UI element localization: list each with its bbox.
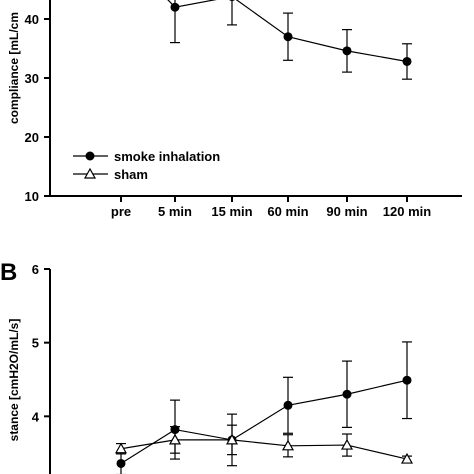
data-point-smoke — [229, 0, 235, 2]
panel-b-label: B — [0, 259, 17, 286]
series-line — [120, 439, 408, 460]
data-point-sham — [340, 438, 354, 450]
data-point-smoke — [342, 389, 352, 399]
data-point-smoke — [342, 46, 352, 56]
x-tick-label: 5 min — [158, 204, 192, 219]
data-point-smoke — [170, 2, 180, 12]
y-axis-label: compliance [mL/cm — [7, 12, 21, 124]
data-point-sham — [400, 452, 414, 464]
data-point-smoke — [283, 400, 293, 410]
legend-label: sham — [114, 167, 148, 182]
x-tick-label: 120 min — [383, 204, 431, 219]
data-point-smoke — [283, 32, 293, 42]
y-tick-label: 6 — [32, 262, 39, 277]
data-point-smoke — [402, 56, 412, 66]
legend-label: smoke inhalation — [114, 149, 220, 164]
y-tick-label: 20 — [25, 130, 39, 145]
data-point-sham — [281, 439, 295, 451]
x-tick-label: 60 min — [267, 204, 308, 219]
legend-marker — [83, 167, 97, 179]
y-tick-label: 5 — [32, 336, 39, 351]
y-tick-label: 10 — [25, 189, 39, 204]
x-tick-label: 90 min — [326, 204, 367, 219]
data-point-smoke — [116, 458, 126, 468]
x-tick-label: pre — [111, 204, 131, 219]
data-point-smoke — [402, 375, 412, 385]
legend-marker — [85, 151, 95, 161]
panel-b-chart: 4 5 6 stance [cmH2O/mL/s] — [7, 262, 414, 474]
x-tick-label: 15 min — [211, 204, 252, 219]
data-point-sham — [225, 433, 239, 445]
y-tick-label: 30 — [25, 71, 39, 86]
y-axis-label: stance [cmH2O/mL/s] — [7, 319, 21, 442]
data-point-sham — [114, 442, 128, 454]
y-tick-label: 40 — [25, 12, 39, 27]
series-line — [167, 0, 408, 63]
series-line — [120, 379, 408, 464]
y-tick-label: 4 — [32, 409, 40, 424]
data-point-sham — [168, 433, 182, 445]
